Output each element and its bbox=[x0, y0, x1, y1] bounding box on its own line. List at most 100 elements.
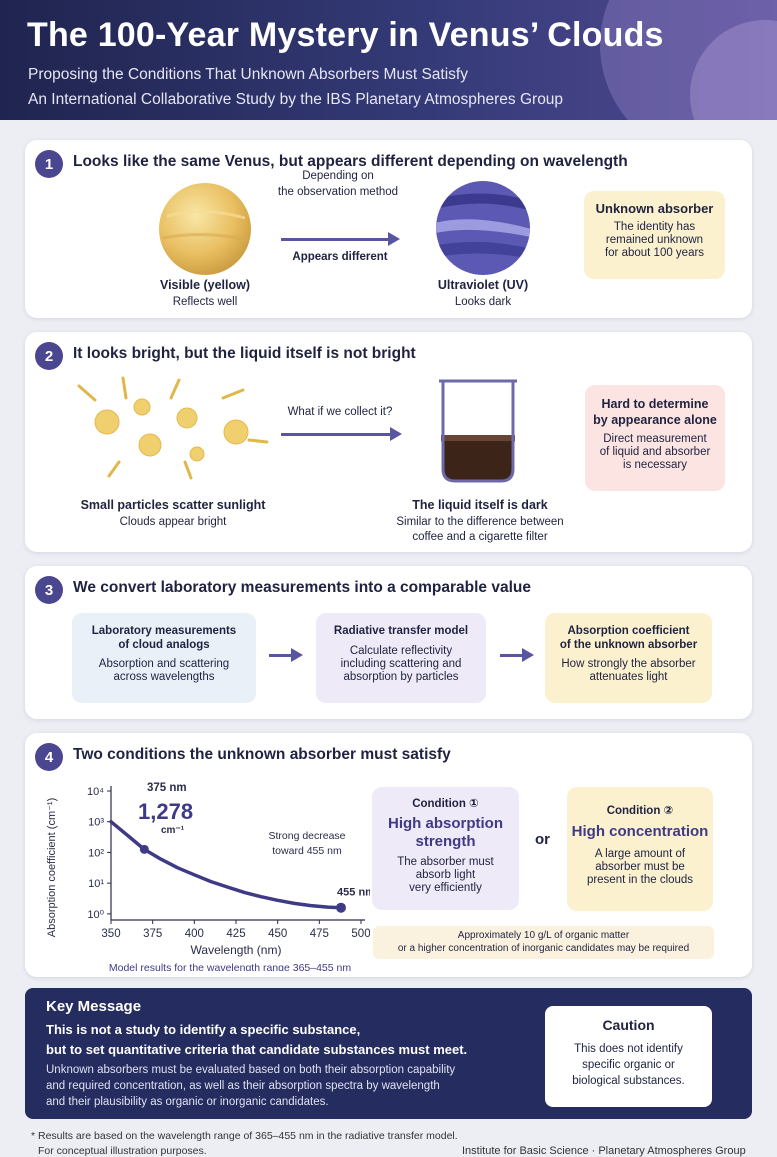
annotation-decrease-1: Strong decrease bbox=[268, 830, 345, 842]
footnote-2: For conceptual illustration purposes. bbox=[38, 1145, 207, 1157]
box-line: The identity has bbox=[613, 221, 696, 233]
caution-line: specific organic or bbox=[582, 1059, 675, 1071]
x-tick-label: 450 bbox=[268, 928, 287, 940]
section-number: 2 bbox=[35, 342, 63, 370]
condition-title: High absorption bbox=[388, 815, 503, 832]
key-message-panel: Key Message This is not a study to ident… bbox=[25, 988, 752, 1119]
box-line: attenuates light bbox=[589, 671, 668, 683]
uv-label: Ultraviolet (UV) bbox=[437, 278, 529, 292]
y-tick-label: 10¹ bbox=[88, 878, 104, 890]
header-banner: The 100-Year Mystery in Venus’ Clouds Pr… bbox=[0, 0, 777, 120]
box-title: Absorption coefficient bbox=[567, 625, 690, 637]
scatter-sublabel: Clouds appear bright bbox=[119, 516, 227, 528]
key-body-line: and their plausibility as organic or ino… bbox=[46, 1096, 329, 1108]
yellow-venus-icon bbox=[159, 183, 251, 275]
condition-head: Condition ① bbox=[412, 798, 479, 810]
section-title: Looks like the same Venus, but appears d… bbox=[73, 153, 628, 170]
page-title: The 100-Year Mystery in Venus’ Clouds bbox=[27, 16, 664, 54]
box-title: of cloud analogs bbox=[118, 639, 210, 651]
footer-credit: Institute for Basic Science · Planetary … bbox=[462, 1145, 746, 1157]
scattering-particles-icon bbox=[77, 376, 269, 480]
box-line: including scattering and bbox=[340, 658, 462, 670]
absorption-curve-line bbox=[109, 819, 343, 910]
visible-sublabel: Reflects well bbox=[172, 296, 238, 308]
x-tick-label: 500 bbox=[351, 928, 370, 940]
arrow-icon bbox=[281, 232, 400, 246]
box-line: Direct measurement bbox=[603, 433, 707, 445]
annotation-375nm: 375 nm bbox=[147, 782, 187, 794]
box-line: absorption by particles bbox=[343, 671, 459, 683]
caution-title: Caution bbox=[602, 1017, 655, 1033]
box-title: Radiative transfer model bbox=[333, 625, 469, 637]
box-title: Laboratory measurements bbox=[91, 625, 237, 637]
or-label: or bbox=[535, 831, 550, 848]
box-title: Hard to determine bbox=[601, 397, 709, 411]
caution-box: Caution This does not identify specific … bbox=[545, 1006, 712, 1107]
beaker-icon bbox=[439, 379, 517, 483]
box-line: Calculate reflectivity bbox=[349, 645, 453, 657]
subtitle-2: An International Collaborative Study by … bbox=[28, 91, 564, 108]
section-title: We convert laboratory measurements into … bbox=[73, 579, 531, 596]
arrow-icon bbox=[500, 648, 534, 662]
note-line: Approximately 10 g/L of organic matter bbox=[457, 930, 630, 941]
dark-liquid-label: The liquid itself is dark bbox=[412, 498, 548, 512]
section-number: 4 bbox=[35, 743, 63, 771]
condition-line: absorber must be bbox=[595, 861, 685, 873]
arrow-icon bbox=[281, 427, 402, 441]
decor-circle bbox=[600, 0, 777, 120]
absorption-coefficient-box: Absorption coefficient of the unknown ab… bbox=[545, 613, 712, 703]
condition-line: A large amount of bbox=[594, 848, 686, 860]
condition-title: strength bbox=[415, 833, 476, 850]
section-2-card: 2 It looks bright, but the liquid itself… bbox=[25, 332, 752, 552]
box-line: remained unknown bbox=[605, 234, 704, 246]
dark-liquid-sub-1: Similar to the difference between bbox=[396, 516, 564, 528]
key-bold-line: but to set quantitative criteria that ca… bbox=[46, 1042, 468, 1057]
y-axis-label: Absorption coefficient (cm⁻¹) bbox=[46, 798, 58, 938]
y-tick-label: 10² bbox=[88, 847, 104, 859]
box-line: is necessary bbox=[623, 459, 687, 471]
section-3-card: 3 We convert laboratory measurements int… bbox=[25, 566, 752, 719]
annotation-unit: cm⁻¹ bbox=[161, 825, 185, 836]
condition-line: present in the clouds bbox=[586, 874, 694, 886]
condition-title: High concentration bbox=[571, 823, 709, 840]
x-tick-label: 425 bbox=[226, 928, 245, 940]
uv-sublabel: Looks dark bbox=[454, 296, 512, 308]
key-bold-line: This is not a study to identify a specif… bbox=[46, 1022, 361, 1037]
y-tick-label: 10⁰ bbox=[87, 909, 104, 921]
arrow-label: What if we collect it? bbox=[287, 406, 393, 418]
condition-line: absorb light bbox=[415, 869, 476, 881]
arrow-label-top-1: Depending on bbox=[302, 170, 374, 182]
radiative-transfer-box: Radiative transfer model Calculate refle… bbox=[316, 613, 486, 703]
annotation-decrease-2: toward 455 nm bbox=[272, 845, 342, 857]
key-title: Key Message bbox=[46, 998, 142, 1015]
box-title: Unknown absorber bbox=[595, 201, 714, 216]
box-line: of liquid and absorber bbox=[599, 446, 711, 458]
condition-2-box: Condition ② High concentration A large a… bbox=[567, 787, 713, 911]
footnote-1: * Results are based on the wavelength ra… bbox=[31, 1130, 458, 1142]
condition-1-box: Condition ① High absorption strength The… bbox=[372, 787, 519, 910]
key-body-line: Unknown absorbers must be evaluated base… bbox=[46, 1064, 456, 1076]
box-line: Absorption and scattering bbox=[98, 658, 230, 670]
unknown-absorber-box: Unknown absorber The identity has remain… bbox=[584, 191, 725, 279]
key-body-line: and required concentration, as well as t… bbox=[46, 1080, 440, 1092]
box-line: How strongly the absorber bbox=[561, 658, 696, 670]
x-tick-label: 375 bbox=[143, 928, 162, 940]
box-title: of the unknown absorber bbox=[559, 639, 698, 651]
x-tick-label: 400 bbox=[185, 928, 204, 940]
section-number: 3 bbox=[35, 576, 63, 604]
annotation-value: 1,278 bbox=[138, 799, 193, 824]
note-line: or a higher concentration of inorganic c… bbox=[397, 943, 690, 954]
arrow-icon bbox=[269, 648, 303, 662]
x-tick-label: 350 bbox=[101, 928, 120, 940]
uv-venus-icon bbox=[436, 181, 530, 275]
y-tick-label: 10⁴ bbox=[87, 786, 104, 798]
chart-caption: Model results for the wavelength range 3… bbox=[109, 962, 351, 971]
caution-line: biological substances. bbox=[572, 1075, 685, 1087]
lab-measurements-box: Laboratory measurements of cloud analogs… bbox=[72, 613, 256, 703]
y-tick-label: 10³ bbox=[88, 817, 104, 829]
arrow-label-top-2: the observation method bbox=[277, 186, 399, 198]
section-1-card: 1 Looks like the same Venus, but appears… bbox=[25, 140, 752, 318]
scatter-label: Small particles scatter sunlight bbox=[80, 498, 266, 512]
box-line: for about 100 years bbox=[604, 247, 705, 259]
section-number: 1 bbox=[35, 150, 63, 178]
